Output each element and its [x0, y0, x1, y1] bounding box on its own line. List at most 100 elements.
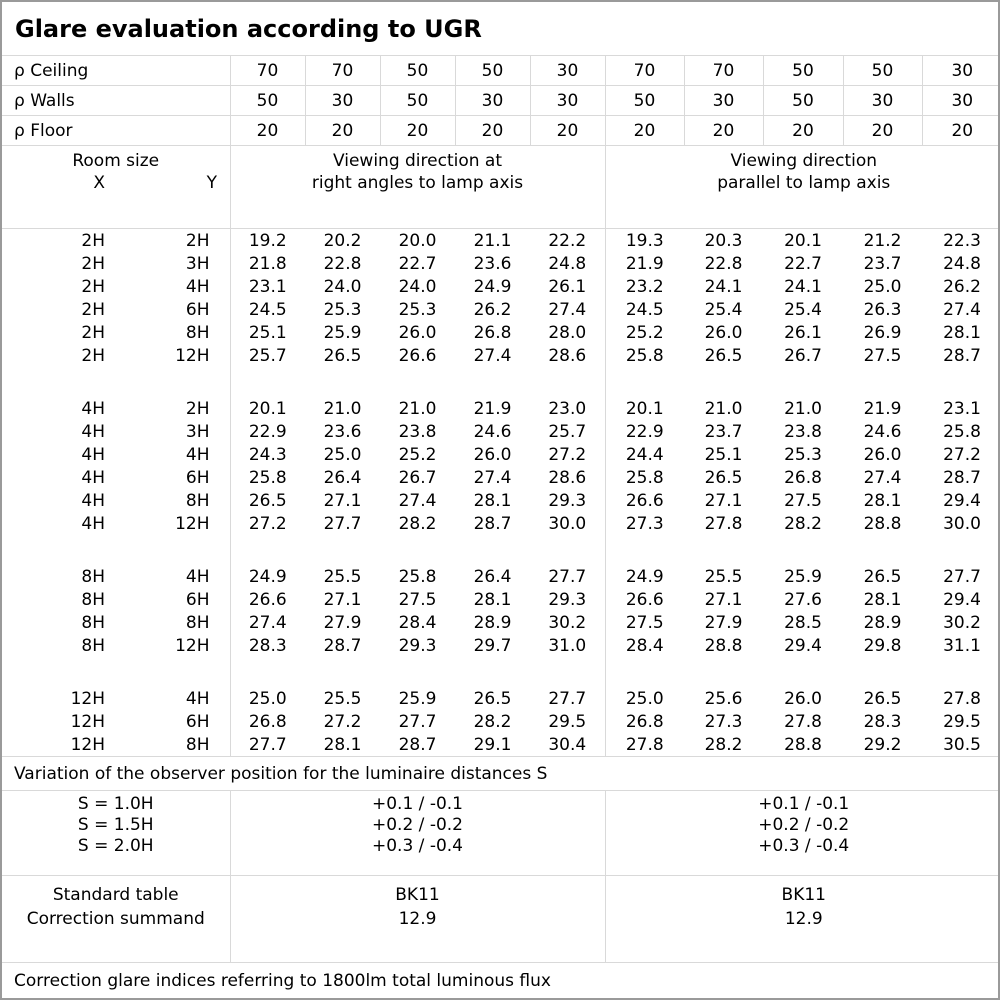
ugr-data-row: 12H 8H 27.7 28.1 28.7 29.1 30.4 27.8 28.2 28.8 29.… [2, 733, 998, 757]
ugr-value-cell: 28.7 [398, 734, 437, 755]
ugr-value-cell: 26.7 [398, 467, 437, 488]
ugr-data-row: 12H 4H 25.0 25.5 25.9 26.5 27.7 25.0 25.6 26.0 26.… [2, 687, 998, 710]
ugr-value-cell: 26.5 [473, 688, 512, 709]
ugr-value-cell: 25.8 [625, 467, 664, 488]
ugr-value-cell: 25.5 [323, 566, 362, 587]
reflectance-row-label: ρ Ceiling [2, 55, 230, 86]
ugr-value-cell: 29.3 [530, 588, 606, 611]
ugr-value-cell: 27.2 [943, 444, 981, 465]
variation-note: Variation of the observer position for t… [2, 756, 998, 791]
ugr-value-cell: 21.0 [398, 398, 437, 419]
s-value: +0.1 / -0.1 [758, 794, 850, 814]
ugr-value-cell: 22.8 [704, 253, 743, 274]
ugr-value-cell: 20.1 [784, 230, 822, 251]
room-x-header: X [93, 173, 105, 193]
ugr-value-cell: 26.0 [398, 322, 437, 343]
reflectance-value-cell: 20 [454, 115, 530, 146]
ugr-value-cell: 27.8 [943, 688, 981, 709]
ugr-value-cell: 27.4 [248, 612, 287, 633]
standard-table-value: BK11 [781, 885, 826, 905]
ugr-value-cell: 21.9 [473, 398, 512, 419]
room-x-cell: 12H [70, 734, 105, 755]
ugr-value-cell: 26.5 [863, 688, 902, 709]
room-x-cell: 2H [81, 253, 105, 274]
footer-row: Correction glare indices referring to 18… [2, 962, 998, 998]
ugr-value-cell: 28.4 [625, 635, 664, 656]
room-x-cell: 8H [81, 635, 105, 656]
ugr-data-row: 2H 12H 25.7 26.5 26.6 27.4 28.6 25.8 26.5 26.7 27.… [2, 344, 998, 367]
ugr-value-cell: 20.1 [248, 398, 287, 419]
ugr-value-cell: 25.7 [248, 345, 287, 366]
ugr-data-row: 2H 6H 24.5 25.3 25.3 26.2 27.4 24.5 25.4 25.4 26.3… [2, 298, 998, 321]
ugr-value-cell: 28.7 [473, 513, 512, 534]
ugr-data-row: 4H 2H 20.1 21.0 21.0 21.9 23.0 20.1 21.0 21.0 21.9… [2, 397, 998, 420]
ugr-value-cell: 22.9 [248, 421, 287, 442]
s-distance-label: S = 2.0H [77, 836, 154, 856]
ugr-value-cell: 30.4 [530, 733, 606, 757]
room-x-cell: 4H [81, 421, 105, 442]
ugr-value-cell: 21.1 [473, 230, 512, 251]
ugr-value-cell: 25.8 [248, 467, 287, 488]
ugr-value-cell: 24.0 [398, 276, 437, 297]
ugr-value-cell: 26.2 [943, 276, 981, 297]
ugr-value-cell: 27.2 [323, 711, 362, 732]
ugr-value-cell: 28.7 [323, 635, 362, 656]
reflectance-row: ρ Ceiling 70 70 50 50 30 70 70 50 50 30 [2, 55, 998, 86]
ugr-value-cell: 24.5 [625, 299, 664, 320]
ugr-value-cell: 26.1 [784, 322, 822, 343]
ugr-value-cell: 28.2 [398, 513, 437, 534]
reflectance-value-cell: 30 [304, 85, 380, 116]
ugr-value-cell: 27.7 [530, 565, 606, 588]
ugr-value-cell: 26.2 [473, 299, 512, 320]
ugr-value-cell: 25.9 [784, 566, 822, 587]
ugr-value-cell: 22.2 [530, 228, 606, 252]
s-value: +0.3 / -0.4 [372, 836, 463, 856]
ugr-data-row: 8H 6H 26.6 27.1 27.5 28.1 29.3 26.6 27.1 27.6 28.1… [2, 588, 998, 611]
ugr-value-cell: 29.5 [943, 711, 981, 732]
ugr-value-cell: 26.4 [323, 467, 362, 488]
ugr-value-cell: 25.1 [704, 444, 743, 465]
ugr-value-cell: 27.2 [530, 443, 606, 466]
room-x-cell: 8H [81, 566, 105, 587]
ugr-value-cell: 28.6 [530, 344, 606, 367]
ugr-value-cell: 27.9 [704, 612, 743, 633]
ugr-value-cell: 27.4 [473, 467, 512, 488]
ugr-value-cell: 26.3 [863, 299, 902, 320]
ugr-value-cell: 28.9 [863, 612, 902, 633]
ugr-value-cell: 28.8 [784, 734, 822, 755]
reflectance-row-label: ρ Floor [2, 115, 230, 146]
ugr-value-cell: 26.7 [784, 345, 822, 366]
ugr-value-cell: 30.2 [943, 612, 981, 633]
reflectance-value-cell: 70 [683, 55, 763, 86]
ugr-value-cell: 29.7 [473, 635, 512, 656]
ugr-value-cell: 25.8 [398, 566, 437, 587]
ugr-value-cell: 28.1 [473, 589, 512, 610]
room-x-cell: 2H [81, 345, 105, 366]
ugr-value-cell: 25.8 [943, 421, 981, 442]
ugr-data-row: 2H 4H 23.1 24.0 24.0 24.9 26.1 23.2 24.1 24.1 25.0… [2, 275, 998, 298]
room-y-cell: 4H [132, 687, 231, 710]
standard-table-value: BK11 [395, 885, 440, 905]
ugr-data-row: 8H 4H 24.9 25.5 25.8 26.4 27.7 24.9 25.5 25.9 26.5… [2, 565, 998, 588]
ugr-value-cell: 28.1 [323, 734, 362, 755]
ugr-value-cell: 24.8 [530, 252, 606, 275]
room-size-label: Room size [72, 151, 160, 171]
ugr-value-cell: 27.4 [473, 345, 512, 366]
ugr-value-cell: 23.6 [323, 421, 362, 442]
ugr-data-row: 4H 3H 22.9 23.6 23.8 24.6 25.7 22.9 23.7 23.8 24.6… [2, 420, 998, 443]
ugr-value-cell: 23.6 [473, 253, 512, 274]
viewing-parallel-line2: parallel to lamp axis [717, 173, 891, 193]
reflectance-row: ρ Floor 20 20 20 20 20 20 20 20 20 20 [2, 115, 998, 146]
s-values-right-angles: +0.1 / -0.1 +0.2 / -0.2 +0.3 / -0.4 [229, 790, 605, 876]
reflectance-value-cell: 20 [921, 115, 998, 146]
reflectance-value-cell: 20 [379, 115, 455, 146]
ugr-value-cell: 22.8 [323, 253, 362, 274]
reflectance-value-cell: 20 [604, 115, 684, 146]
ugr-value-cell: 29.1 [473, 734, 512, 755]
ugr-value-cell: 26.8 [473, 322, 512, 343]
ugr-value-cell: 29.5 [530, 710, 606, 733]
summary-parallel: BK11 12.9 [604, 875, 998, 963]
room-y-cell: 3H [132, 252, 231, 275]
ugr-value-cell: 28.7 [943, 345, 981, 366]
